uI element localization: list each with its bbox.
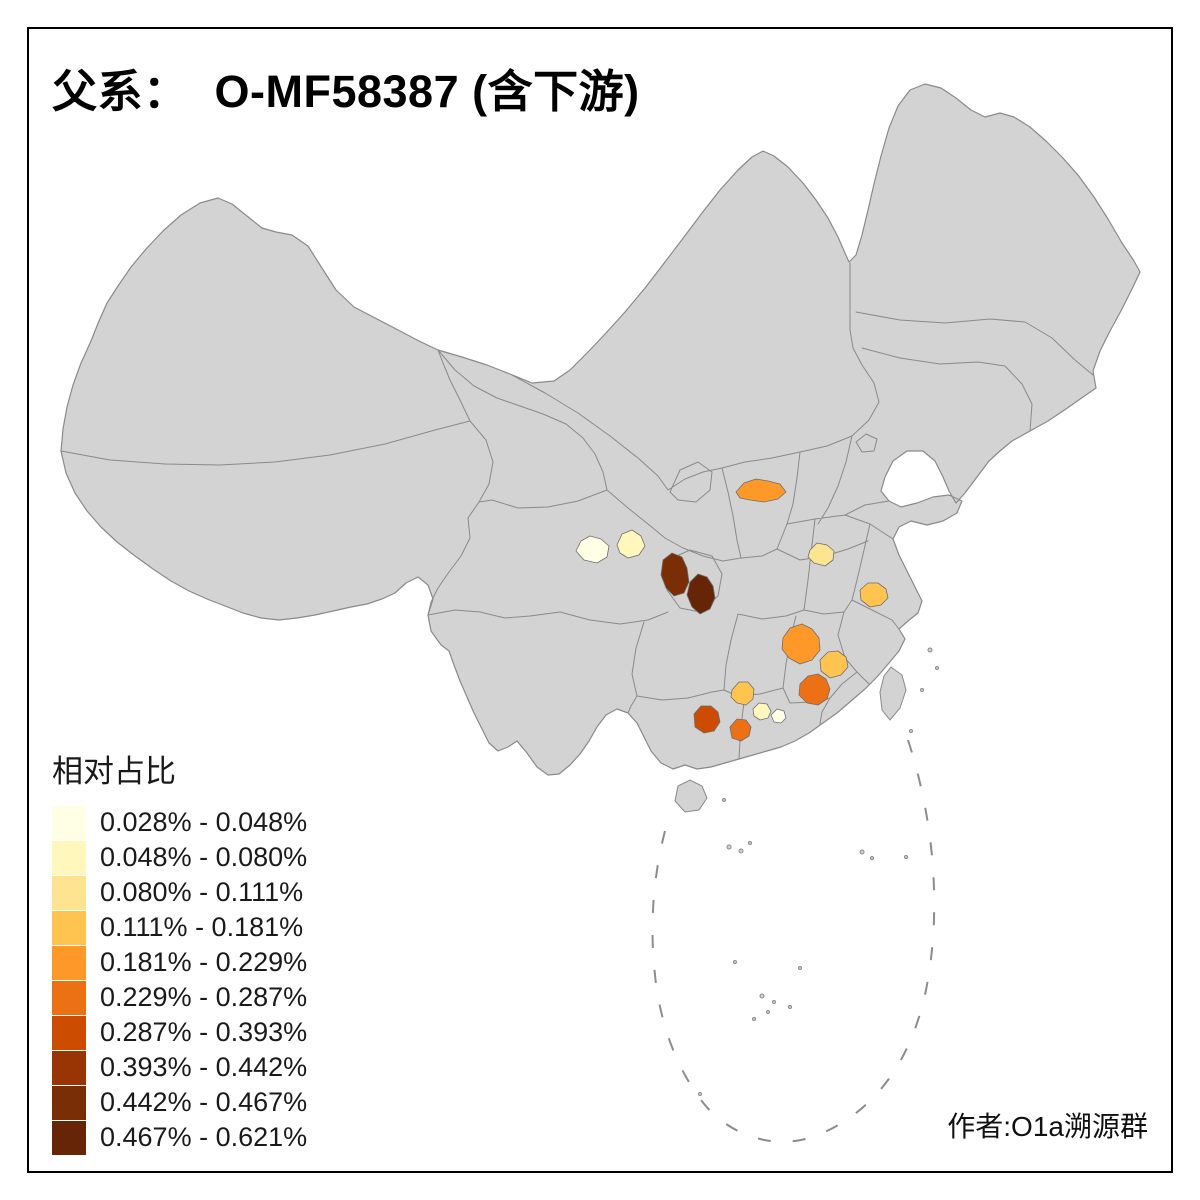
legend-label: 0.287% - 0.393% xyxy=(100,1017,308,1047)
legend-swatch xyxy=(52,1050,86,1085)
small-islands xyxy=(698,647,939,1096)
legend-swatch xyxy=(52,875,86,910)
legend-item: 0.181% - 0.229% xyxy=(52,945,392,980)
legend-label: 0.229% - 0.287% xyxy=(100,982,308,1012)
highlight-region-3 xyxy=(660,552,690,597)
legend-label: 0.028% - 0.048% xyxy=(100,807,308,837)
legend-item: 0.048% - 0.080% xyxy=(52,840,392,875)
highlight-region-14 xyxy=(729,718,752,742)
legend-item: 0.028% - 0.048% xyxy=(52,805,392,840)
legend-swatch xyxy=(52,1120,86,1155)
highlight-region-9 xyxy=(819,650,849,679)
highlight-region-8 xyxy=(781,623,821,665)
legend-label: 0.467% - 0.621% xyxy=(100,1122,308,1152)
highlight-region-5 xyxy=(735,478,787,503)
legend-label: 0.181% - 0.229% xyxy=(100,947,308,977)
legend-swatch xyxy=(52,945,86,980)
highlight-region-12 xyxy=(752,702,772,721)
highlight-region-11 xyxy=(730,681,755,706)
highlight-region-15 xyxy=(770,708,787,724)
page-title: 父系： O-MF58387 (含下游) xyxy=(52,66,640,117)
legend-swatch xyxy=(52,910,86,945)
legend-item: 0.467% - 0.621% xyxy=(52,1120,392,1155)
attribution-text: 作者:O1a溯源群 xyxy=(947,1111,1148,1142)
province-borders-north xyxy=(511,262,894,562)
legend-item: 0.442% - 0.467% xyxy=(52,1085,392,1120)
hainan-island xyxy=(674,779,708,813)
nine-dash-line xyxy=(651,739,936,1143)
legend-label: 0.442% - 0.467% xyxy=(100,1087,308,1117)
highlight-region-7 xyxy=(859,582,889,608)
legend-item: 0.393% - 0.442% xyxy=(52,1050,392,1085)
legend-item: 0.111% - 0.181% xyxy=(52,910,392,945)
legend-label: 0.393% - 0.442% xyxy=(100,1052,308,1082)
legend-item: 0.287% - 0.393% xyxy=(52,1015,392,1050)
province-borders-west xyxy=(60,349,608,616)
legend-label: 0.080% - 0.111% xyxy=(100,877,304,907)
legend-swatch xyxy=(52,980,86,1015)
legend: 相对占比 0.028% - 0.048% 0.048% - 0.080% 0.0… xyxy=(52,746,392,1155)
legend-title: 相对占比 xyxy=(52,754,176,789)
taiwan-island xyxy=(879,666,907,721)
highlight-region-13 xyxy=(693,705,721,734)
legend-swatch xyxy=(52,805,86,840)
legend-swatch xyxy=(52,1015,86,1050)
legend-swatch xyxy=(52,840,86,875)
highlight-region-1 xyxy=(575,535,610,564)
legend-label: 0.111% - 0.181% xyxy=(100,912,304,942)
province-borders-northeast xyxy=(855,311,1094,432)
legend-label: 0.048% - 0.080% xyxy=(100,842,308,872)
legend-item: 0.229% - 0.287% xyxy=(52,980,392,1015)
highlight-region-2 xyxy=(616,529,646,559)
highlight-region-6 xyxy=(807,542,835,567)
highlight-region-4 xyxy=(686,573,716,615)
highlight-region-10 xyxy=(798,673,831,706)
legend-swatch xyxy=(52,1085,86,1120)
legend-item: 0.080% - 0.111% xyxy=(52,875,392,910)
